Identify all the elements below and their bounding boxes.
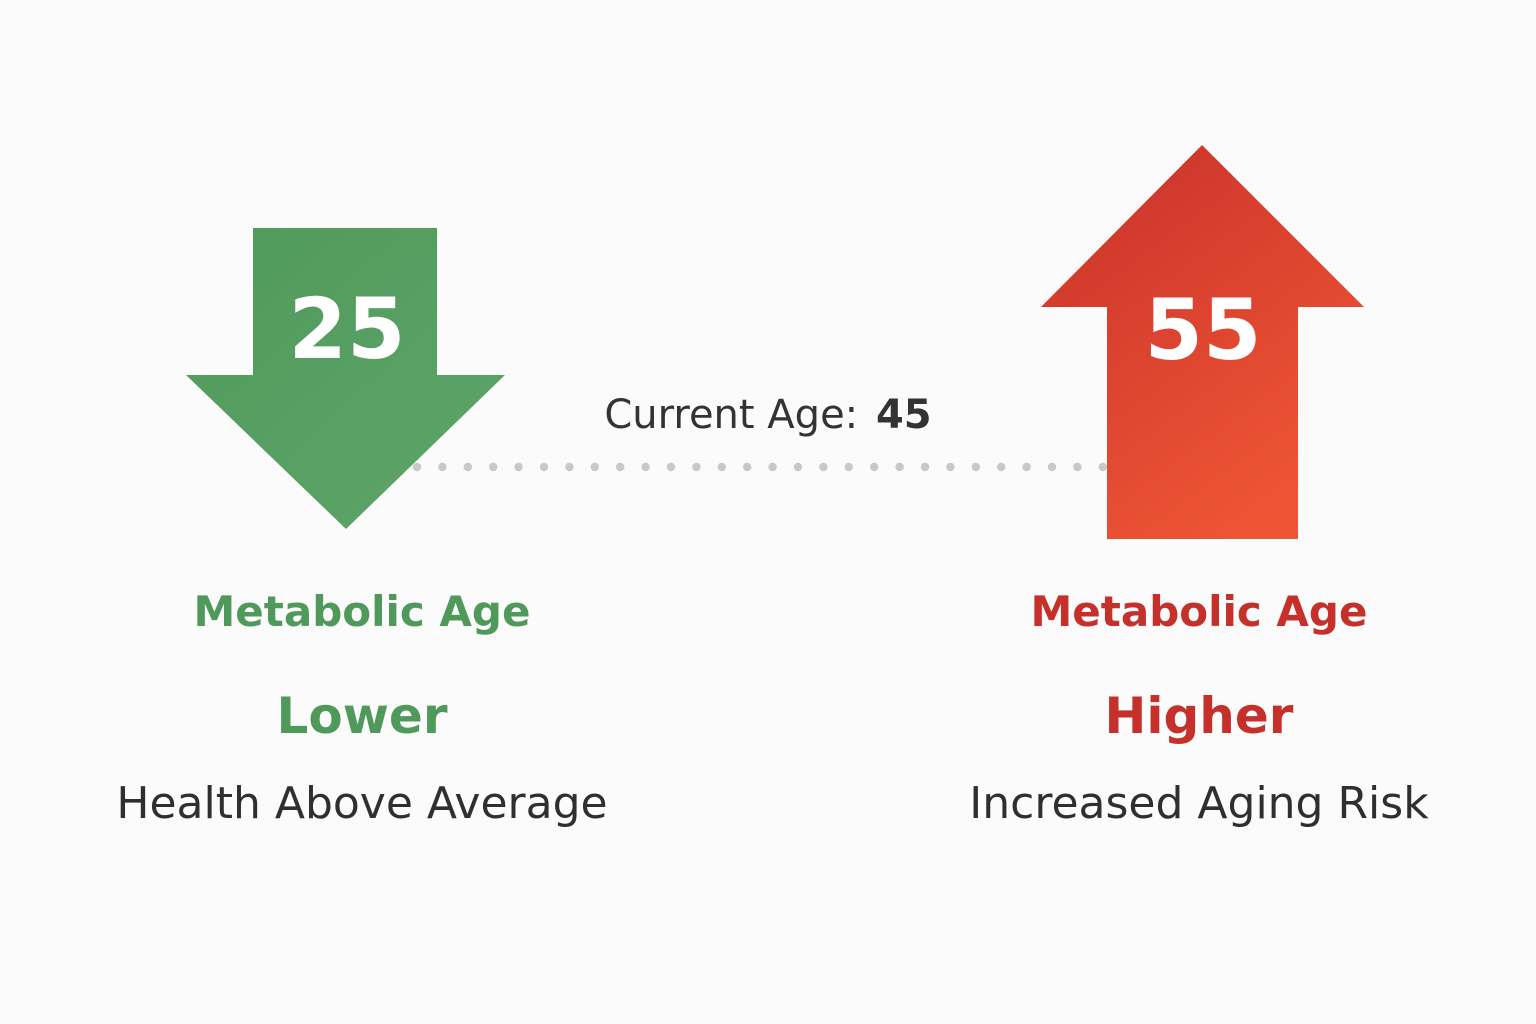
connector-dot xyxy=(870,462,879,472)
connector-dot xyxy=(438,462,447,472)
connector-dot xyxy=(1022,462,1031,472)
current-age: Current Age: 45 xyxy=(604,392,931,438)
connector-dot xyxy=(717,462,726,472)
higher-metabolic-age-label: Metabolic Age xyxy=(1030,587,1368,636)
connector-dot xyxy=(412,462,422,472)
lower-status-label: Lower xyxy=(276,687,448,745)
connector-dot xyxy=(895,462,904,472)
up-arrow-icon xyxy=(1041,145,1364,539)
higher-metabolic-age-number: 55 xyxy=(1145,281,1262,379)
current-age-label: Current Age: xyxy=(604,392,871,438)
higher-description: Increased Aging Risk xyxy=(969,778,1429,829)
connector-dot xyxy=(768,462,777,472)
connector-dot xyxy=(666,462,676,472)
connector-dot xyxy=(692,462,701,472)
connector-dot xyxy=(641,462,650,472)
connector-dot xyxy=(997,462,1006,472)
connector-dot xyxy=(616,462,625,472)
current-age-value: 45 xyxy=(876,392,932,438)
lower-description: Health Above Average xyxy=(116,778,608,829)
connector-dot xyxy=(743,462,752,472)
connector-dot xyxy=(946,462,955,472)
connector-dot xyxy=(565,462,574,472)
connector-dot xyxy=(514,462,523,472)
down-arrow-icon xyxy=(186,228,505,529)
higher-status-label: Higher xyxy=(1104,687,1294,745)
connector-dot xyxy=(793,462,803,472)
connector-dot xyxy=(1098,462,1108,472)
connector-dot xyxy=(590,462,599,472)
lower-metabolic-age-number: 25 xyxy=(289,280,406,378)
connector-dot xyxy=(920,462,930,472)
connector-dot xyxy=(489,462,498,472)
lower-metabolic-age-label: Metabolic Age xyxy=(193,587,531,636)
connector-dot xyxy=(463,462,472,472)
dotted-connector-line xyxy=(412,462,1108,472)
connector-dot xyxy=(1073,462,1082,472)
connector-dot xyxy=(819,462,828,472)
connector-dot xyxy=(539,462,549,472)
connector-dot xyxy=(1047,462,1057,472)
connector-dot xyxy=(844,462,853,472)
connector-dot xyxy=(971,462,980,472)
